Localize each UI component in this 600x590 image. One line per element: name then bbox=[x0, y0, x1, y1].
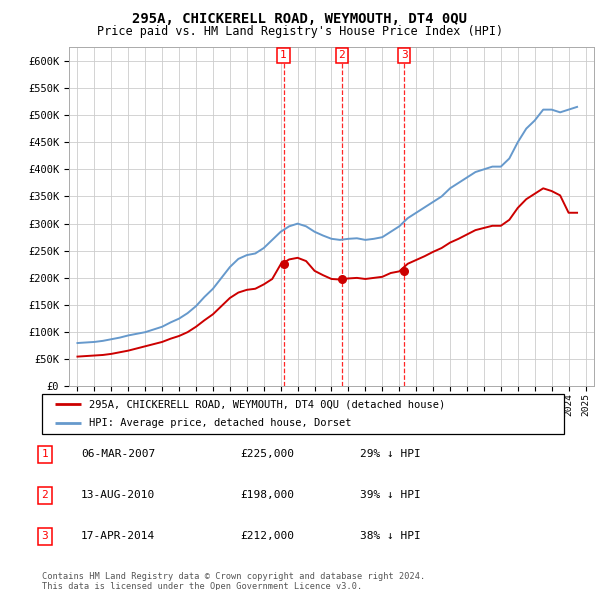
FancyBboxPatch shape bbox=[42, 394, 564, 434]
Text: 17-APR-2014: 17-APR-2014 bbox=[81, 531, 155, 541]
Text: 3: 3 bbox=[41, 531, 49, 541]
Text: £212,000: £212,000 bbox=[240, 531, 294, 541]
Text: Price paid vs. HM Land Registry's House Price Index (HPI): Price paid vs. HM Land Registry's House … bbox=[97, 25, 503, 38]
Text: 2: 2 bbox=[338, 50, 346, 60]
Text: 295A, CHICKERELL ROAD, WEYMOUTH, DT4 0QU: 295A, CHICKERELL ROAD, WEYMOUTH, DT4 0QU bbox=[133, 12, 467, 26]
Text: 39% ↓ HPI: 39% ↓ HPI bbox=[360, 490, 421, 500]
Text: 295A, CHICKERELL ROAD, WEYMOUTH, DT4 0QU (detached house): 295A, CHICKERELL ROAD, WEYMOUTH, DT4 0QU… bbox=[89, 399, 445, 409]
Text: 38% ↓ HPI: 38% ↓ HPI bbox=[360, 531, 421, 541]
Text: 13-AUG-2010: 13-AUG-2010 bbox=[81, 490, 155, 500]
Text: Contains HM Land Registry data © Crown copyright and database right 2024.: Contains HM Land Registry data © Crown c… bbox=[42, 572, 425, 581]
Text: 1: 1 bbox=[41, 450, 49, 460]
Text: HPI: Average price, detached house, Dorset: HPI: Average price, detached house, Dors… bbox=[89, 418, 352, 428]
Text: £225,000: £225,000 bbox=[240, 450, 294, 460]
Text: This data is licensed under the Open Government Licence v3.0.: This data is licensed under the Open Gov… bbox=[42, 582, 362, 590]
Text: 2: 2 bbox=[41, 490, 49, 500]
Text: 1: 1 bbox=[280, 50, 287, 60]
Text: £198,000: £198,000 bbox=[240, 490, 294, 500]
Text: 3: 3 bbox=[401, 50, 407, 60]
Text: 29% ↓ HPI: 29% ↓ HPI bbox=[360, 450, 421, 460]
Text: 06-MAR-2007: 06-MAR-2007 bbox=[81, 450, 155, 460]
